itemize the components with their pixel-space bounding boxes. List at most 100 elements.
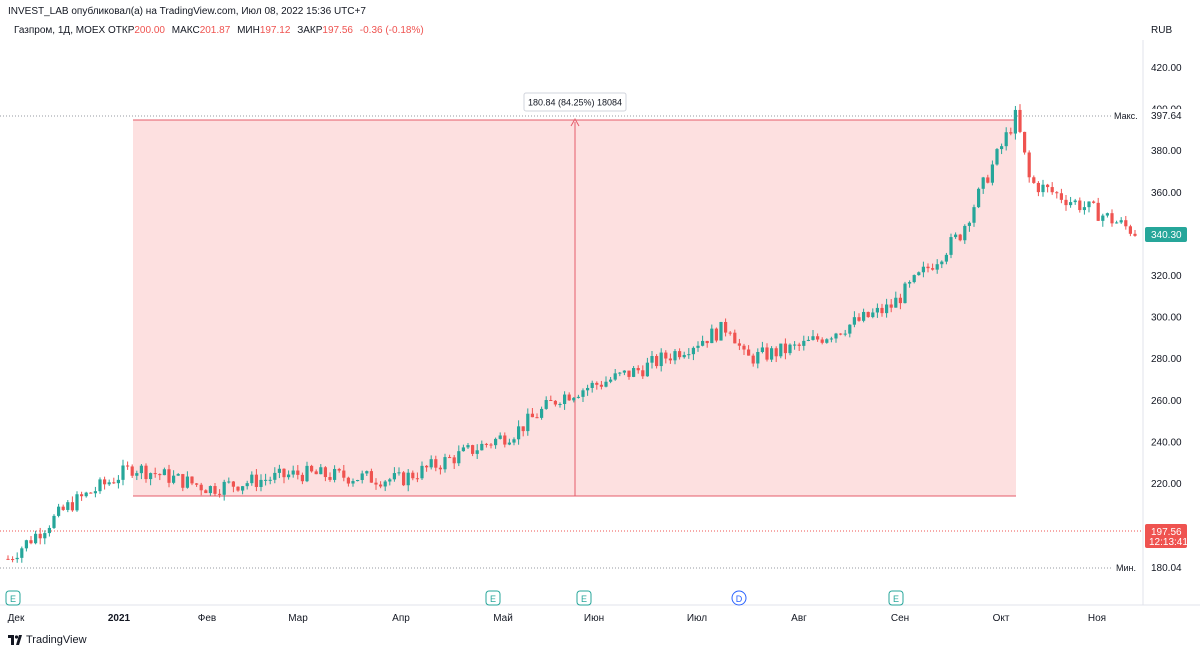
candle xyxy=(374,478,378,490)
candle-body xyxy=(80,494,84,497)
candle xyxy=(986,174,990,184)
candle-body xyxy=(365,471,369,474)
candle-body xyxy=(374,482,378,485)
candle xyxy=(733,329,737,344)
candle-body xyxy=(254,474,258,487)
candle xyxy=(696,341,700,352)
candle xyxy=(392,467,396,482)
candle xyxy=(89,492,93,494)
earnings-event-icon[interactable]: E xyxy=(485,590,501,606)
max-marker: Макс. 397.64 xyxy=(1112,109,1195,122)
candle xyxy=(705,340,709,348)
candle-body xyxy=(369,471,373,483)
candle-body xyxy=(866,311,870,318)
candle-body xyxy=(885,304,889,314)
candle xyxy=(1023,131,1027,155)
candle-body xyxy=(576,396,580,398)
candle-body xyxy=(530,413,534,418)
candle-body xyxy=(503,435,507,445)
candle xyxy=(1096,197,1100,222)
candle-body xyxy=(894,297,898,308)
candle xyxy=(843,329,847,337)
candle-body xyxy=(540,408,544,418)
candle-body xyxy=(632,368,636,377)
candle xyxy=(618,371,622,377)
candle xyxy=(489,443,493,449)
candle-body xyxy=(305,465,309,482)
candle xyxy=(567,392,571,401)
candle xyxy=(530,408,534,418)
symbol-label[interactable]: Газпром, 1Д, MOEX xyxy=(14,25,106,36)
candle xyxy=(402,471,406,487)
candle-body xyxy=(466,445,470,448)
candle xyxy=(1133,229,1137,237)
price-tick-label: 320.00 xyxy=(1151,271,1182,282)
candle xyxy=(66,499,70,513)
currency-label[interactable]: RUB xyxy=(1151,25,1173,36)
candle xyxy=(917,271,921,276)
candle xyxy=(549,395,553,402)
candle xyxy=(1110,209,1114,227)
candle xyxy=(213,483,217,497)
candle-body xyxy=(434,459,438,468)
candle-body xyxy=(526,413,530,432)
candle xyxy=(664,350,668,364)
candle xyxy=(779,343,783,359)
candle-body xyxy=(779,343,783,357)
candle xyxy=(264,473,268,486)
candle xyxy=(75,491,79,512)
measure-arrow-head xyxy=(570,117,580,127)
candle xyxy=(107,479,111,486)
candle-body xyxy=(346,477,350,484)
candle-body xyxy=(277,468,281,473)
candle xyxy=(540,406,544,420)
candle-body xyxy=(351,481,355,484)
candle-body xyxy=(567,394,571,401)
candle xyxy=(521,426,525,437)
candle-body xyxy=(93,491,97,494)
candle xyxy=(1119,217,1123,224)
candle xyxy=(1064,194,1068,211)
candle xyxy=(829,336,833,343)
candle xyxy=(434,455,438,472)
candle-body xyxy=(1105,213,1109,216)
candle xyxy=(471,444,475,457)
candle-body xyxy=(397,472,401,474)
dividend-event-icon[interactable]: D xyxy=(731,590,747,606)
candle-body xyxy=(484,443,488,445)
candle-body xyxy=(1069,202,1073,206)
event-letter: E xyxy=(10,594,16,604)
candle-body xyxy=(1013,109,1017,134)
time-tick-label: Июл xyxy=(687,613,707,624)
candle-body xyxy=(227,481,231,483)
candle-body xyxy=(659,352,663,367)
candle xyxy=(604,376,608,388)
candle-body xyxy=(475,450,479,454)
candle-body xyxy=(604,381,608,387)
candle-body xyxy=(494,438,498,446)
candle xyxy=(379,481,383,489)
candle-body xyxy=(38,533,42,539)
earnings-event-icon[interactable]: E xyxy=(888,590,904,606)
candle-body xyxy=(181,474,185,488)
candle-body xyxy=(1055,192,1059,194)
candle xyxy=(1078,197,1082,213)
candle xyxy=(949,233,953,259)
candle xyxy=(305,461,309,483)
candle xyxy=(931,263,935,271)
candle-body xyxy=(834,333,838,339)
earnings-event-icon[interactable]: E xyxy=(576,590,592,606)
candle-body xyxy=(323,467,327,478)
candle-body xyxy=(461,447,465,452)
candle-body xyxy=(1110,213,1114,224)
earnings-event-icon[interactable]: E xyxy=(5,590,21,606)
ext-price-value: 340.30 xyxy=(1151,230,1182,241)
candle-body xyxy=(908,282,912,284)
candle xyxy=(926,263,930,273)
candle xyxy=(461,444,465,452)
candle-body xyxy=(213,486,217,494)
candle xyxy=(29,536,33,545)
candle-body xyxy=(935,264,939,270)
candle-body xyxy=(512,439,516,443)
